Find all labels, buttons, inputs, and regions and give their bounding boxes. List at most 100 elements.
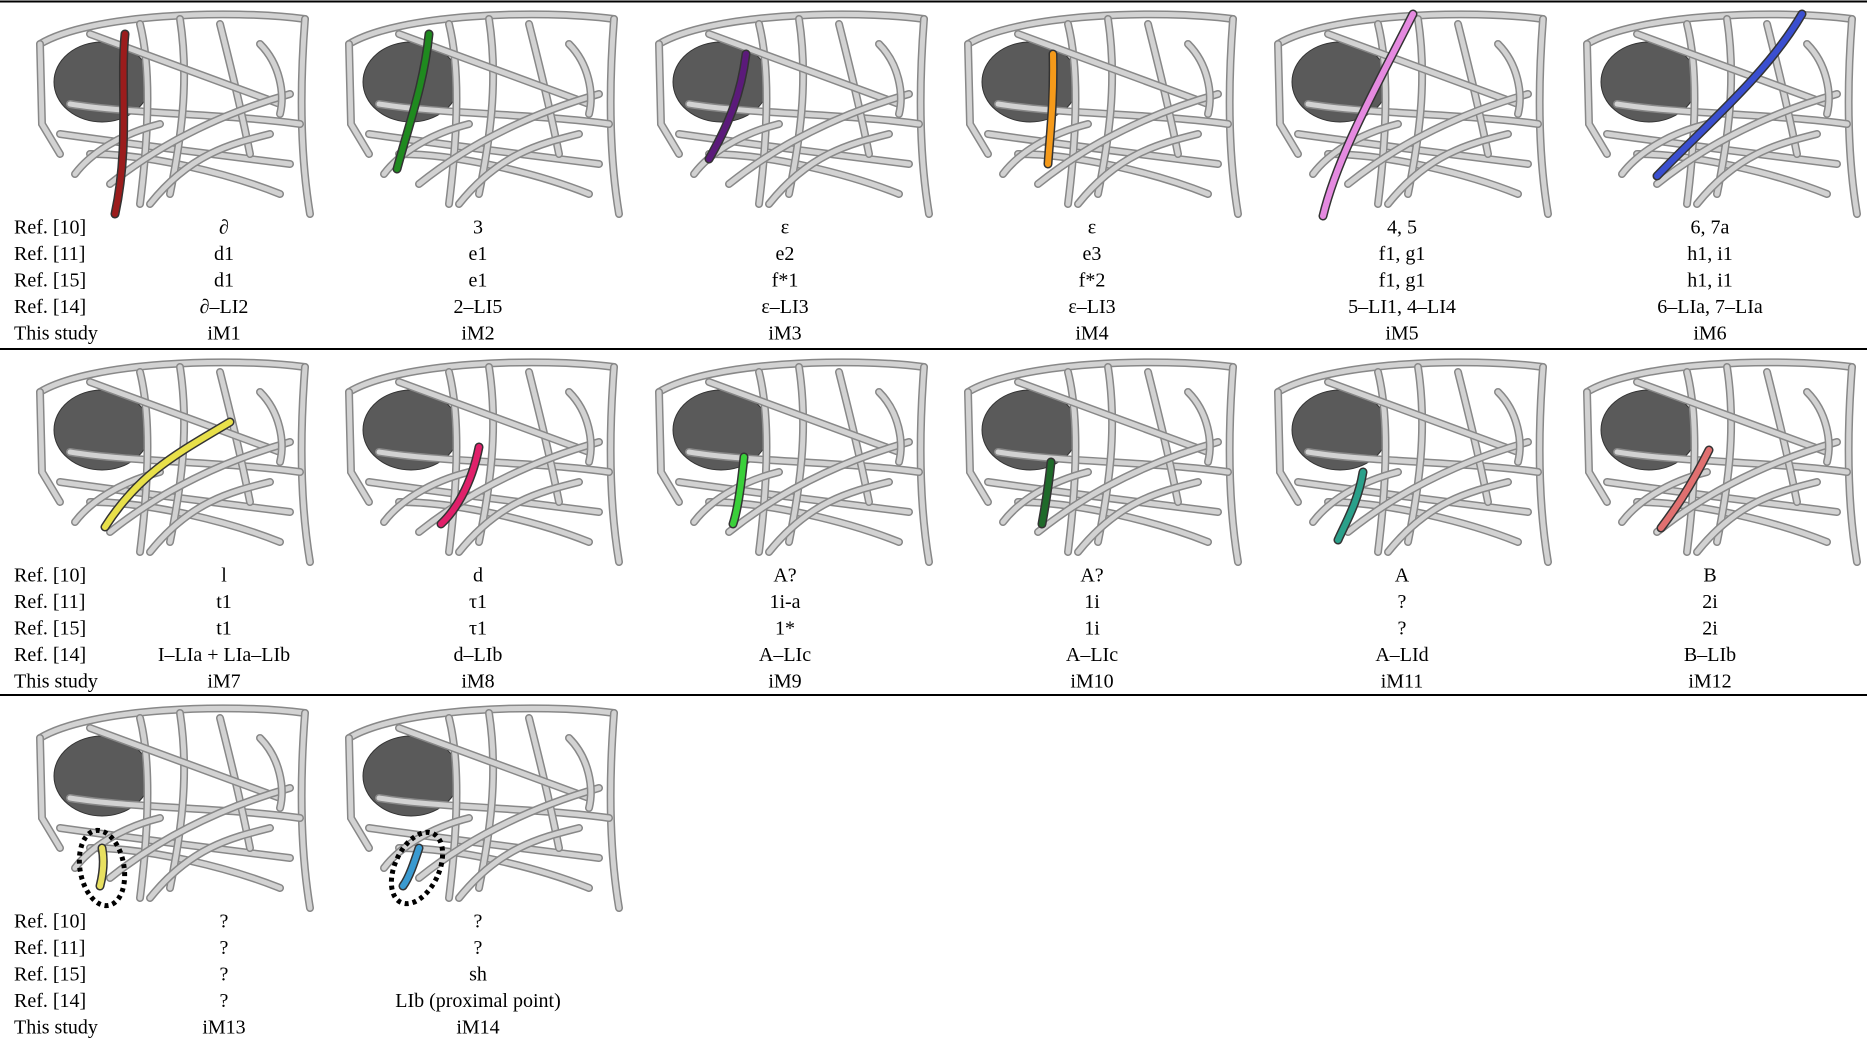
cell: iM5 <box>1385 323 1418 345</box>
panel <box>655 10 933 218</box>
muscle <box>72 121 163 177</box>
muscle <box>366 825 602 861</box>
muscle <box>416 91 602 187</box>
cell: ∂ <box>219 217 229 239</box>
muscle <box>656 359 927 395</box>
panel <box>1274 358 1552 566</box>
muscle <box>299 364 313 565</box>
muscle <box>446 715 459 901</box>
highlight-muscle <box>1335 469 1366 543</box>
muscle <box>985 479 1221 515</box>
cell: B <box>1703 565 1716 587</box>
muscle <box>396 725 592 801</box>
muscle <box>1584 359 1855 395</box>
muscle <box>918 16 932 217</box>
cell: iM11 <box>1381 671 1424 693</box>
panel <box>964 10 1242 218</box>
muscle <box>299 16 313 217</box>
anatomy-image <box>655 10 933 218</box>
cell: iM6 <box>1693 323 1726 345</box>
muscle <box>1345 439 1531 535</box>
muscle <box>137 715 150 901</box>
muscle <box>656 389 682 505</box>
cell: e1 <box>469 270 488 292</box>
muscle <box>566 735 594 811</box>
muscle <box>656 41 682 157</box>
highlight-muscle <box>706 51 749 162</box>
cell: ? <box>220 937 229 959</box>
muscle <box>299 710 313 911</box>
anatomy-image <box>655 358 933 566</box>
anatomy-image <box>36 10 314 219</box>
row-label: Ref. [10] <box>14 911 86 933</box>
highlight-muscle <box>730 454 747 527</box>
row-label: Ref. [10] <box>14 217 86 239</box>
cell: ? <box>220 964 229 986</box>
muscle <box>965 389 991 505</box>
cell: A? <box>1080 565 1103 587</box>
muscle <box>416 439 602 535</box>
cell: t1 <box>216 618 232 640</box>
cell: A? <box>773 565 796 587</box>
cell: e2 <box>776 243 795 265</box>
muscle <box>1035 91 1221 187</box>
muscle <box>965 359 1236 395</box>
cell: d1 <box>214 270 234 292</box>
row-label: Ref. [11] <box>14 937 85 959</box>
muscle <box>137 21 150 207</box>
muscle <box>446 21 459 207</box>
row-label: Ref. [14] <box>14 644 86 666</box>
row-label: This study <box>14 671 98 693</box>
muscle <box>1495 41 1523 117</box>
muscle <box>756 369 769 555</box>
muscle <box>1227 364 1241 565</box>
muscle <box>726 91 912 187</box>
muscle <box>1000 469 1091 525</box>
cell: ∂–LI2 <box>200 296 249 318</box>
muscle <box>1075 479 1201 555</box>
muscle <box>57 479 293 515</box>
muscle <box>366 131 602 167</box>
muscle <box>766 131 892 207</box>
cell: iM8 <box>461 671 494 693</box>
cell: ? <box>474 937 483 959</box>
muscle <box>381 121 472 177</box>
cell: f1, g1 <box>1379 270 1426 292</box>
cell: 1i <box>1084 591 1100 613</box>
dotted-circle <box>388 829 446 907</box>
muscle <box>57 131 293 167</box>
muscle <box>147 825 273 901</box>
cell: f*1 <box>772 270 799 292</box>
highlight-muscle <box>1039 459 1054 527</box>
muscle <box>1694 131 1820 207</box>
muscle <box>965 41 991 157</box>
muscle <box>1310 469 1401 525</box>
muscle <box>656 11 927 47</box>
cell: 2–LI5 <box>454 296 503 318</box>
anatomy-image <box>345 358 623 566</box>
muscle <box>566 389 594 465</box>
highlight-muscle <box>112 31 128 217</box>
row-label: Ref. [15] <box>14 270 86 292</box>
highlight-muscle <box>1658 447 1712 531</box>
anatomy-image <box>1583 358 1861 566</box>
anatomy-image <box>36 358 314 566</box>
muscle <box>1804 41 1832 117</box>
muscle <box>1385 131 1511 207</box>
muscle <box>416 785 602 881</box>
row-label: Ref. [14] <box>14 296 86 318</box>
cell: iM3 <box>768 323 801 345</box>
muscle <box>1275 41 1301 157</box>
muscle <box>1375 369 1388 555</box>
cell: e1 <box>469 243 488 265</box>
cell: ? <box>220 911 229 933</box>
panel <box>36 358 314 566</box>
muscle <box>1604 131 1840 167</box>
muscle <box>1325 31 1521 107</box>
muscle <box>1345 91 1531 187</box>
muscle <box>1684 21 1697 207</box>
muscle <box>676 479 912 515</box>
muscle <box>1654 91 1840 187</box>
muscle <box>147 479 273 555</box>
